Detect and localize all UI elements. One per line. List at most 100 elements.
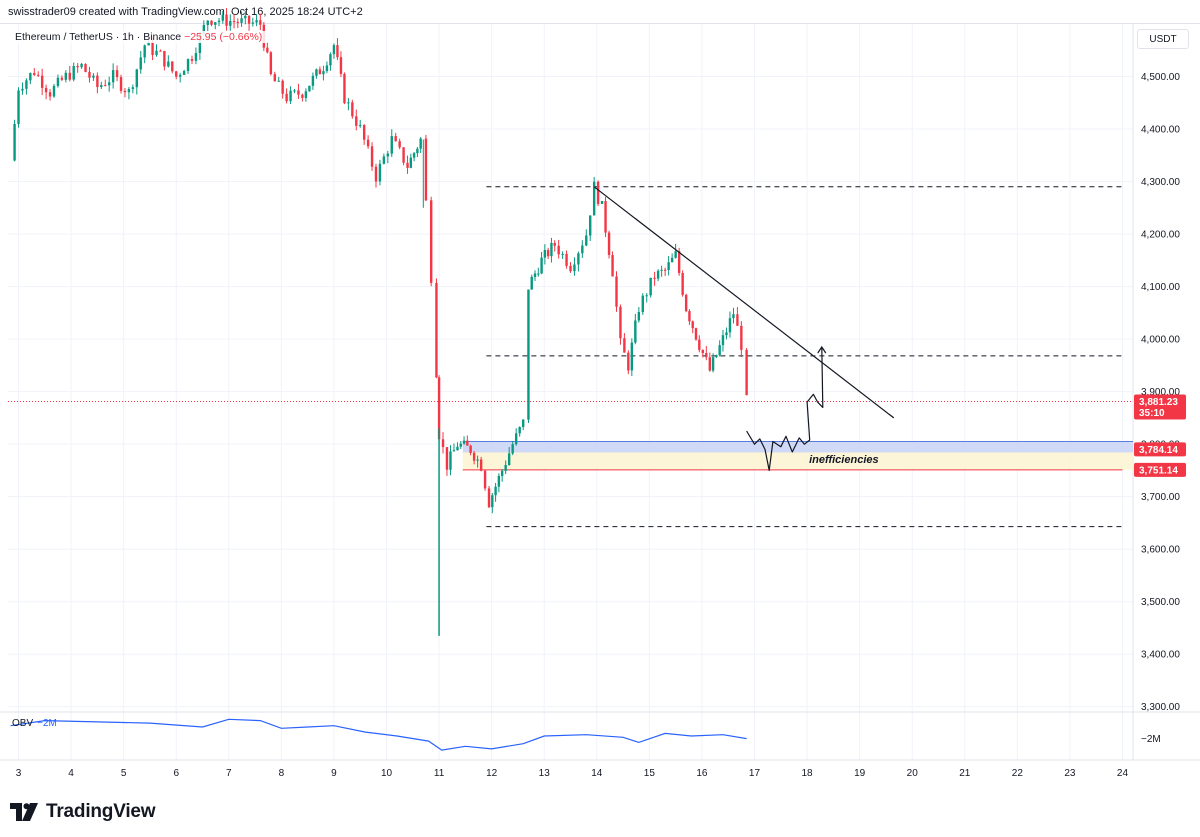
candle-body bbox=[491, 495, 494, 508]
candle-body bbox=[708, 357, 712, 371]
candle bbox=[386, 150, 390, 164]
candle bbox=[221, 10, 224, 24]
symbol-legend[interactable]: Ethereum / TetherUS · 1h · Binance −25.9… bbox=[12, 31, 266, 43]
candle bbox=[745, 347, 748, 396]
candle-body bbox=[511, 444, 514, 454]
candle-body bbox=[251, 22, 255, 24]
y-tick-label: 4,000.00 bbox=[1141, 335, 1180, 346]
candle bbox=[178, 72, 182, 83]
candle bbox=[37, 71, 40, 77]
candle-body bbox=[472, 452, 476, 461]
candle-body bbox=[127, 89, 131, 93]
candle-body bbox=[247, 15, 251, 24]
candle-body bbox=[691, 321, 694, 329]
candle bbox=[186, 58, 190, 74]
obv-axis-label: −2M bbox=[1141, 734, 1161, 745]
candle-body bbox=[561, 253, 564, 255]
candle-body bbox=[557, 245, 560, 255]
candle bbox=[688, 309, 691, 325]
candle bbox=[318, 66, 322, 75]
candle-body bbox=[84, 63, 87, 72]
candle-body bbox=[711, 357, 715, 371]
candle-body bbox=[437, 377, 441, 440]
candle bbox=[653, 271, 656, 286]
candle-body bbox=[244, 15, 247, 19]
candle-body bbox=[382, 156, 386, 164]
candle-body bbox=[476, 459, 479, 461]
candle-body bbox=[151, 42, 154, 55]
candle-body bbox=[232, 21, 236, 23]
candle bbox=[543, 244, 547, 265]
candle bbox=[740, 321, 743, 358]
level-upper-tag-bg bbox=[1134, 442, 1186, 457]
tradingview-logo-text: TradingView bbox=[46, 801, 156, 822]
y-tick-label: 4,100.00 bbox=[1141, 282, 1180, 293]
candle bbox=[100, 81, 103, 90]
candle-body bbox=[504, 464, 507, 471]
candle-body bbox=[236, 21, 240, 23]
candle-body bbox=[670, 257, 674, 263]
attribution-bar: swisstrader09 created with TradingView.c… bbox=[0, 0, 1200, 24]
candle-body bbox=[634, 320, 637, 343]
candle bbox=[175, 70, 178, 80]
candle-body bbox=[543, 250, 547, 258]
candle-body bbox=[60, 77, 64, 80]
candle bbox=[521, 419, 525, 430]
candle bbox=[107, 76, 111, 92]
candle bbox=[511, 441, 514, 456]
candle-body bbox=[701, 349, 705, 353]
candle bbox=[40, 68, 44, 96]
candle bbox=[469, 444, 472, 456]
candle-body bbox=[370, 146, 374, 167]
x-tick-label: 9 bbox=[331, 768, 337, 779]
candle-body bbox=[293, 90, 296, 92]
candle bbox=[301, 93, 304, 102]
candle-body bbox=[221, 14, 224, 21]
candle bbox=[623, 333, 626, 353]
candle bbox=[441, 432, 445, 454]
currency-button[interactable]: USDT bbox=[1137, 29, 1189, 49]
candle-body bbox=[412, 153, 416, 158]
candle-body bbox=[645, 295, 648, 297]
candle-body bbox=[581, 245, 584, 254]
candle-body bbox=[48, 92, 52, 97]
candle-body bbox=[68, 72, 71, 80]
x-tick-label: 3 bbox=[16, 768, 22, 779]
candle bbox=[435, 278, 438, 379]
obv-legend[interactable]: OBV −2M bbox=[12, 718, 57, 729]
candle bbox=[293, 89, 296, 94]
zone-blue bbox=[462, 441, 1133, 453]
candle-body bbox=[33, 73, 36, 75]
candle-body bbox=[483, 470, 487, 489]
level-lower-tag-bg bbox=[1134, 462, 1186, 477]
obv-value: −2M bbox=[37, 718, 57, 729]
candle-body bbox=[281, 80, 284, 94]
projection-path bbox=[746, 346, 824, 471]
candle bbox=[472, 450, 476, 465]
candle-body bbox=[178, 74, 182, 77]
candle bbox=[29, 72, 32, 85]
candle-body bbox=[182, 70, 186, 75]
candle bbox=[269, 51, 273, 76]
tradingview-logo[interactable]: TradingView bbox=[10, 798, 156, 826]
candle-body bbox=[619, 306, 622, 339]
candle bbox=[229, 14, 232, 31]
candle bbox=[159, 49, 162, 52]
candle-body bbox=[37, 74, 40, 76]
candle bbox=[537, 267, 540, 277]
level-lower-tag-text: 3,751.14 bbox=[1139, 465, 1178, 476]
candle bbox=[355, 109, 358, 131]
candle-body bbox=[355, 116, 358, 126]
candle bbox=[336, 38, 339, 61]
candle-body bbox=[684, 294, 688, 312]
candle-body bbox=[533, 273, 537, 277]
x-tick-label: 19 bbox=[854, 768, 866, 779]
candle bbox=[48, 89, 52, 101]
candle-body bbox=[718, 345, 721, 356]
candle bbox=[273, 71, 276, 82]
candle bbox=[487, 485, 491, 508]
candle bbox=[64, 70, 68, 83]
candle-body bbox=[623, 338, 626, 353]
candle-body bbox=[343, 73, 346, 104]
